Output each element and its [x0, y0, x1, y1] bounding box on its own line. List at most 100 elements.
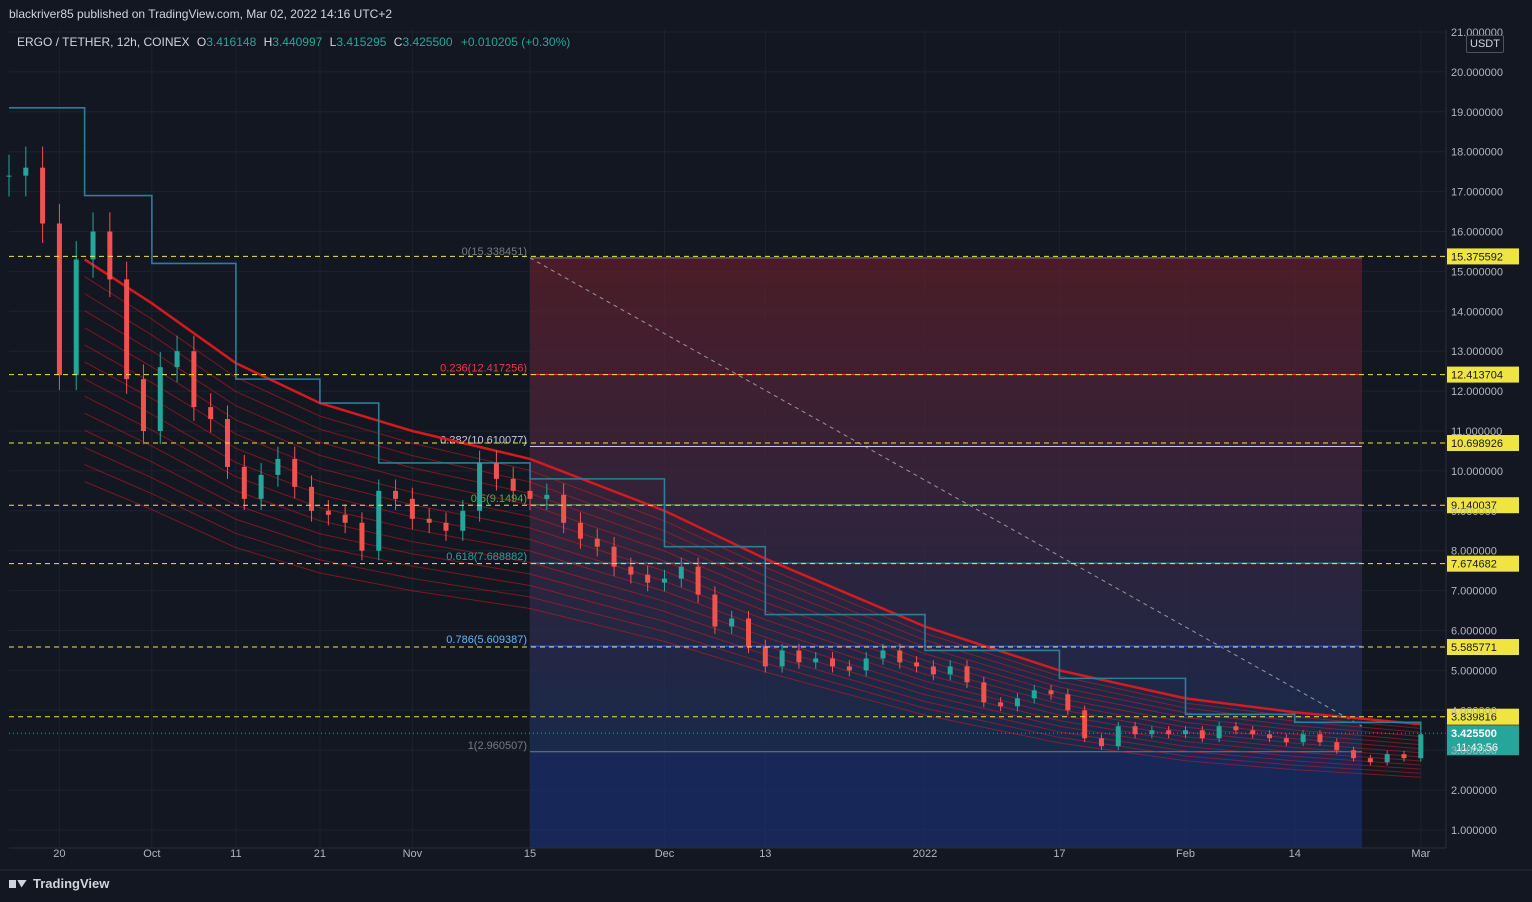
price-level-tag: [1447, 555, 1519, 572]
candle-body: [1166, 730, 1172, 735]
candle: [1098, 734, 1104, 750]
candle: [241, 454, 247, 510]
currency-button[interactable]: USDT: [1466, 35, 1504, 53]
candle-body: [1216, 726, 1222, 739]
time-tick-label: 21: [314, 848, 326, 860]
price-level-label: 3.839816: [1451, 712, 1497, 724]
candle-body: [594, 538, 600, 547]
candle-body: [561, 494, 567, 523]
candle: [762, 639, 768, 673]
price-tick-label: 19.000000: [1451, 107, 1503, 119]
candle-body: [544, 494, 550, 499]
candle: [863, 652, 869, 677]
candle: [174, 335, 180, 383]
price-tick-label: 3.000000: [1451, 745, 1497, 757]
candle-body: [678, 566, 684, 579]
fib-level-label: 0(15.338451): [462, 246, 527, 258]
candle: [258, 463, 264, 510]
candle-body: [577, 522, 583, 539]
candle-body: [645, 574, 651, 583]
candle-body: [1401, 754, 1407, 759]
price-tick-label: 9.000000: [1451, 506, 1497, 518]
tradingview-brand[interactable]: TradingView: [9, 876, 109, 891]
symbol-name[interactable]: ERGO / TETHER, 12h, COINEX: [17, 35, 190, 49]
price-tick-label: 16.000000: [1451, 227, 1503, 239]
time-tick-label: Oct: [143, 848, 160, 860]
candle-body: [1115, 726, 1121, 747]
candle-body: [1250, 730, 1256, 735]
candle-body: [124, 279, 130, 380]
candle: [930, 660, 936, 681]
candle: [1384, 750, 1390, 766]
candle-body: [998, 702, 1004, 707]
candle: [1014, 693, 1020, 712]
candle: [594, 528, 600, 557]
candle: [561, 483, 567, 534]
candle: [964, 660, 970, 688]
price-level-tag: [1447, 366, 1519, 383]
candle-body: [762, 646, 768, 667]
tradingview-logo-icon: [9, 878, 29, 890]
candle-body: [1014, 698, 1020, 707]
price-tick-label: 13.000000: [1451, 346, 1503, 358]
price-tick-label: 21.000000: [1451, 27, 1503, 39]
low-value: 3.415295: [336, 35, 387, 49]
candle: [90, 212, 96, 278]
ma-line: [84, 327, 1421, 742]
candle-body: [1334, 742, 1340, 751]
time-tick-label: 11: [230, 848, 241, 860]
change-value: +0.010205 (+0.30%): [460, 35, 571, 49]
time-tick-label: 14: [1289, 848, 1301, 860]
candle: [830, 652, 836, 673]
candle: [1048, 684, 1054, 700]
candle: [40, 146, 46, 243]
close-label: C: [393, 35, 403, 49]
candle-body: [947, 666, 953, 675]
candle: [510, 467, 516, 503]
candle-body: [1149, 730, 1155, 735]
candle: [107, 212, 113, 298]
baseline-indicator: [9, 107, 1422, 731]
fib-level-label: 0.786(5.609387): [446, 634, 527, 646]
candle-body: [426, 518, 432, 523]
candle-body: [846, 666, 852, 671]
candle: [191, 335, 197, 421]
candle-body: [1233, 726, 1239, 731]
candle: [678, 557, 684, 588]
candle: [661, 569, 667, 592]
candle-body: [779, 650, 785, 667]
candle: [1149, 726, 1155, 739]
brand-text: TradingView: [33, 876, 110, 891]
candle: [998, 697, 1004, 712]
price-level-tag: [1447, 497, 1519, 514]
candle: [309, 475, 315, 522]
candle-body: [342, 514, 348, 523]
candle: [477, 450, 483, 522]
candle: [460, 500, 466, 541]
high-label: H: [263, 35, 273, 49]
price-level-tag: [1447, 248, 1519, 265]
fib-trend-line: [529, 257, 1363, 727]
candle: [813, 652, 819, 669]
candle-body: [309, 486, 315, 511]
candle-body: [40, 167, 46, 224]
candle: [56, 204, 62, 390]
price-level-label: 9.140037: [1451, 500, 1497, 512]
price-tick-label: 6.000000: [1451, 626, 1497, 638]
candle-body: [830, 658, 836, 667]
price-level-label: 7.674682: [1451, 559, 1497, 571]
price-tick-label: 4.000000: [1451, 705, 1497, 717]
price-tick-label: 12.000000: [1451, 386, 1503, 398]
candles: [6, 146, 1424, 766]
candle-body: [292, 458, 298, 487]
bar-countdown: 11:43:56: [1456, 742, 1498, 754]
ma-line: [84, 481, 1421, 778]
fib-level-label: 1(2.960507): [468, 740, 527, 752]
price-tick-label: 15.000000: [1451, 266, 1503, 278]
candle: [746, 610, 752, 654]
candle-body: [611, 546, 617, 567]
candle-body: [376, 490, 382, 551]
candle-body: [796, 650, 802, 663]
open-value: 3.416148: [206, 35, 257, 49]
